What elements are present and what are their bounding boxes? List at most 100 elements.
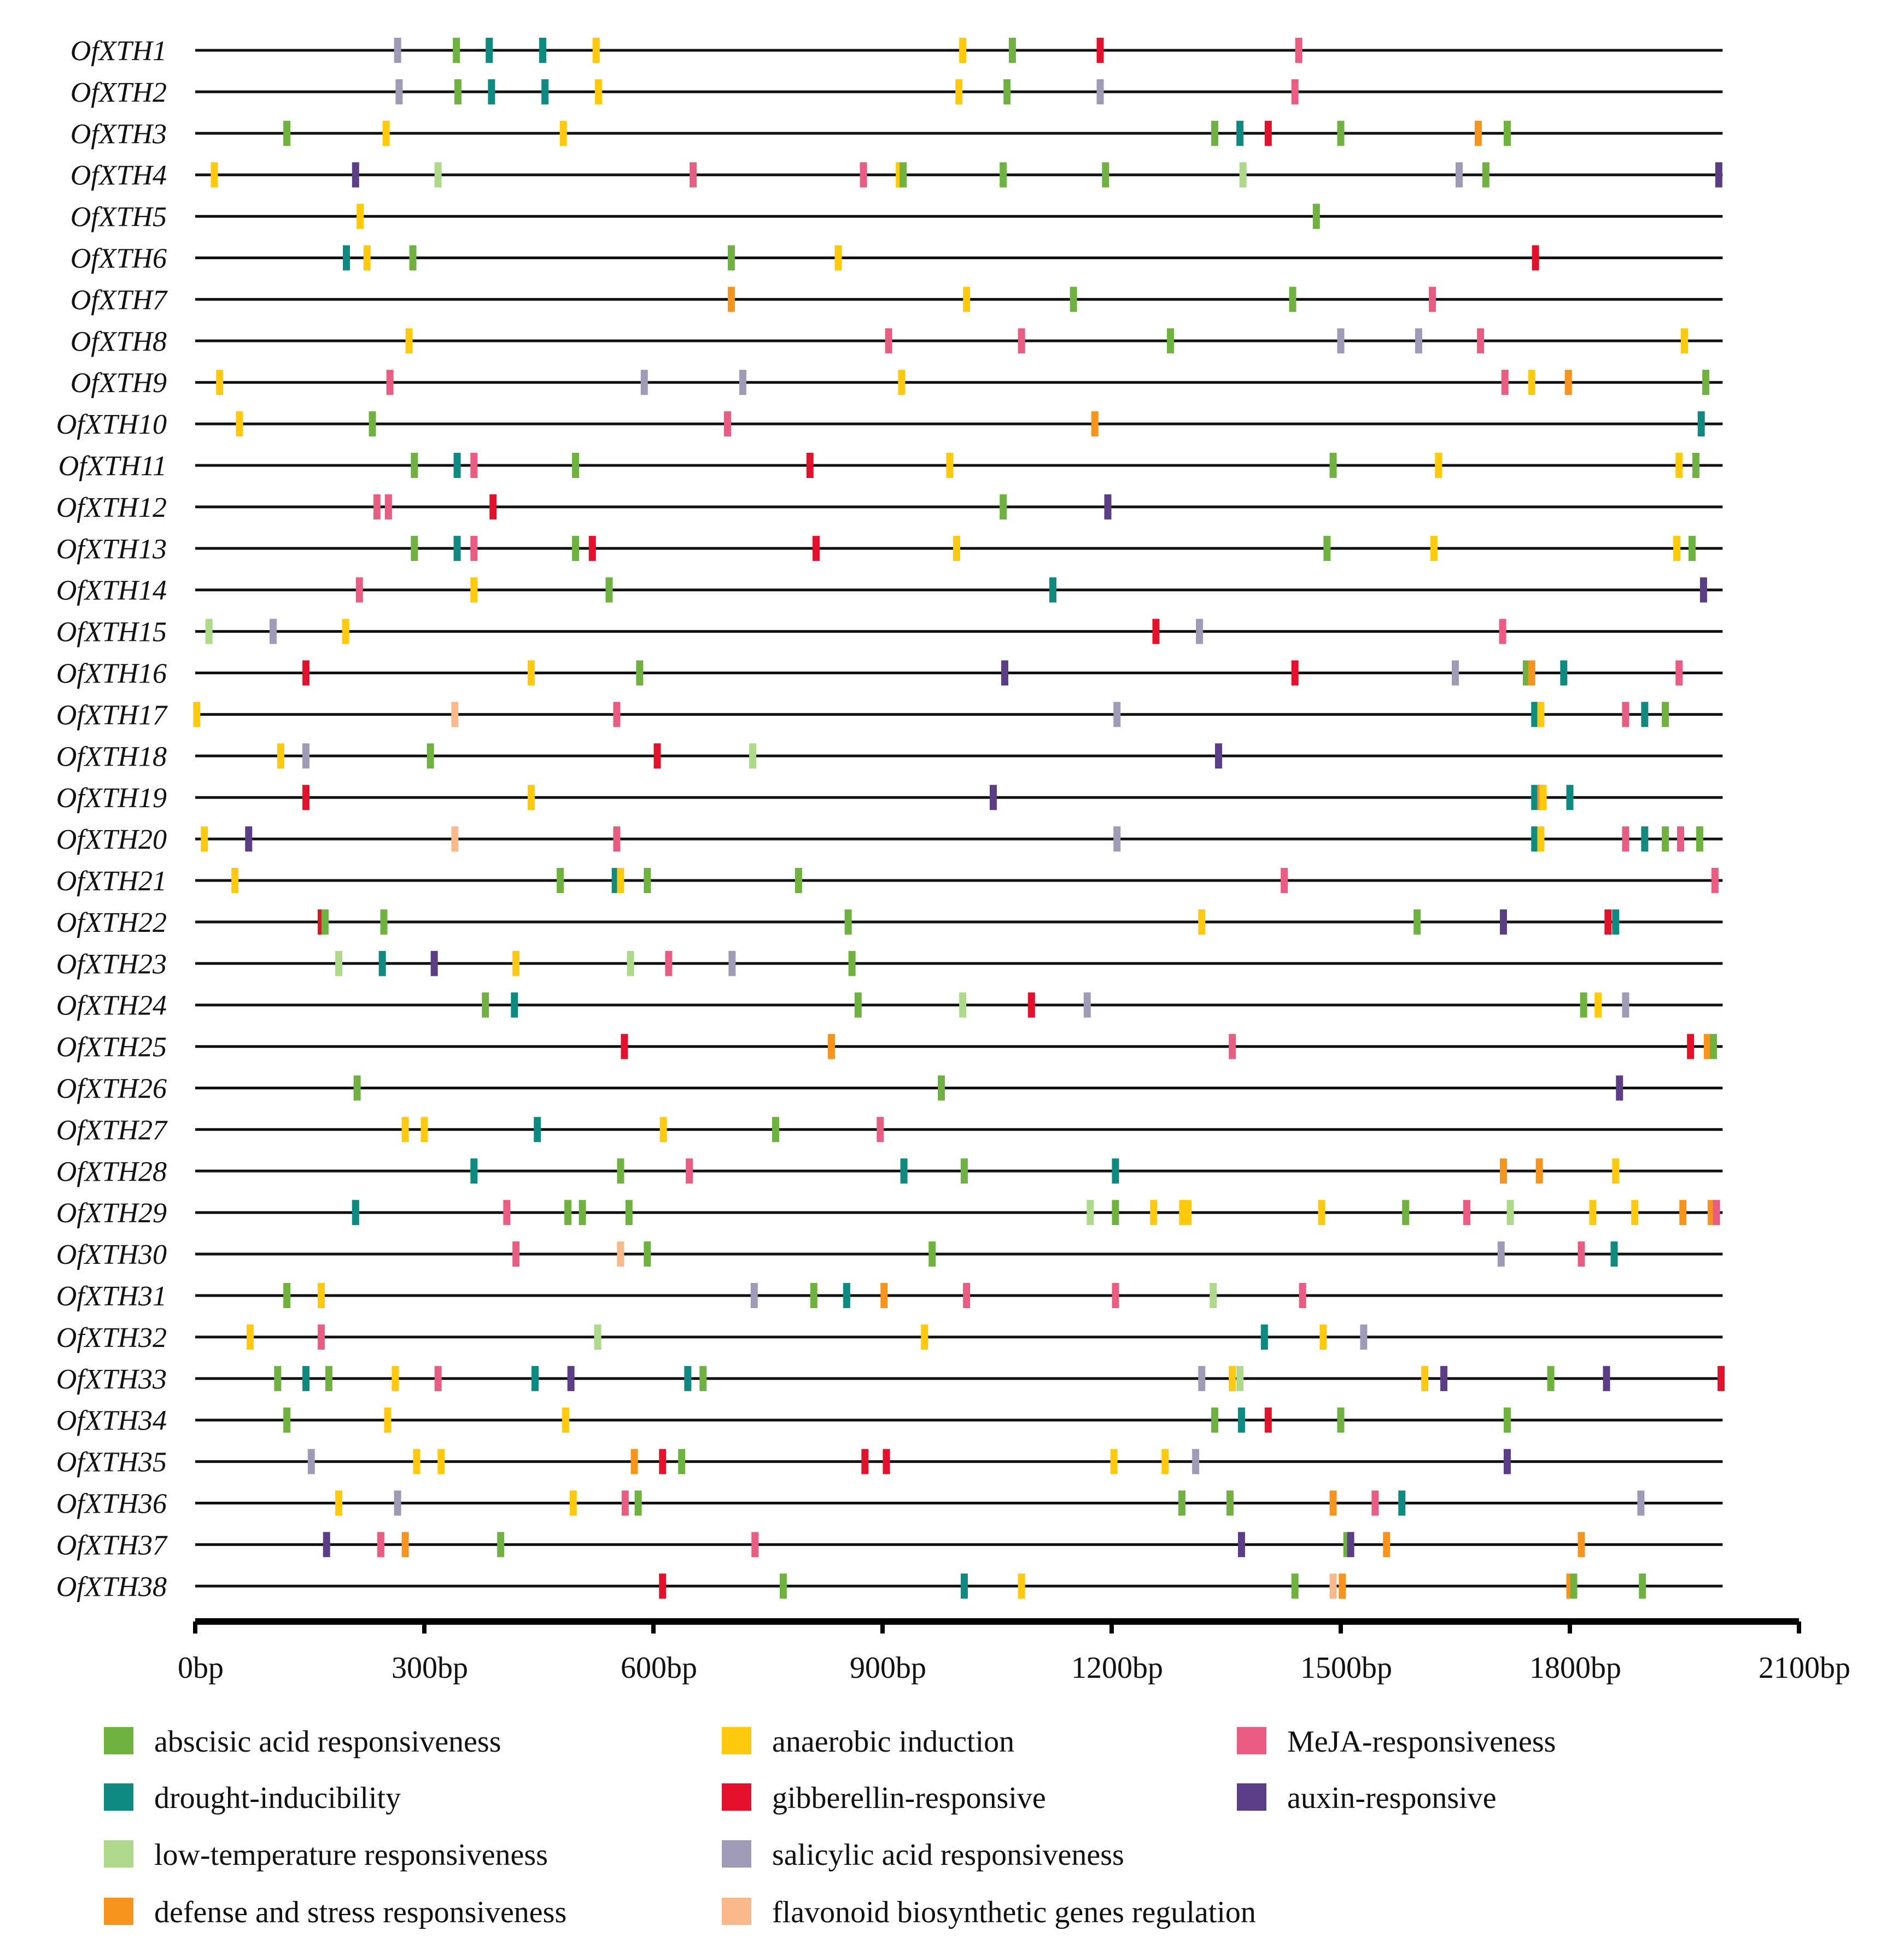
motif-mark — [1531, 826, 1539, 852]
legend-swatch — [722, 1840, 751, 1868]
motif-mark — [617, 1158, 624, 1184]
motif-mark — [1499, 619, 1506, 644]
motif-mark — [1537, 702, 1545, 727]
gene-row: OfXTH18 — [56, 741, 1723, 772]
motif-mark — [394, 1490, 401, 1516]
motif-mark — [659, 1117, 667, 1142]
motif-mark — [373, 494, 381, 520]
motif-mark — [1499, 909, 1507, 935]
motif-mark — [1291, 1573, 1299, 1599]
motif-mark — [411, 453, 418, 478]
legend-item: defense and stress responsiveness — [104, 1895, 566, 1929]
legend-item: drought-inducibility — [104, 1781, 401, 1815]
legend-item: MeJA-responsiveness — [1237, 1725, 1556, 1759]
motif-mark — [1639, 1573, 1646, 1599]
motif-mark — [269, 619, 277, 644]
motif-mark — [497, 1532, 505, 1558]
motif-mark — [211, 162, 218, 188]
motif-mark — [245, 826, 253, 852]
motif-mark — [1086, 1200, 1094, 1226]
gene-row: OfXTH22 — [56, 907, 1723, 938]
gene-label: OfXTH8 — [71, 326, 167, 357]
motif-mark — [277, 743, 284, 769]
gene-label: OfXTH20 — [56, 824, 167, 855]
gene-row: OfXTH10 — [56, 409, 1723, 440]
motif-mark — [405, 328, 413, 354]
x-axis: 0bp 300bp 600bp 900bp 1200bp 1500bp 1800bp 2100… — [178, 1618, 1850, 1685]
motif-mark — [201, 826, 208, 852]
motif-mark — [1566, 785, 1574, 810]
motif-mark — [1604, 909, 1612, 935]
gene-row: OfXTH27 — [56, 1115, 1723, 1146]
motif-mark — [960, 1158, 968, 1184]
motif-mark — [382, 120, 390, 146]
motif-mark — [1594, 992, 1602, 1018]
motif-mark — [335, 950, 343, 976]
motif-mark — [772, 1117, 779, 1142]
motif-mark — [1429, 287, 1436, 312]
motif-mark — [1537, 826, 1545, 852]
motif-mark — [1455, 162, 1463, 188]
motif-mark — [963, 287, 971, 312]
motif-mark — [1560, 660, 1568, 686]
motif-mark — [1702, 370, 1710, 395]
motif-mark — [317, 1283, 325, 1308]
motif-mark — [1688, 535, 1696, 561]
motif-mark — [1000, 494, 1007, 520]
x-tick-label: 0bp — [178, 1651, 224, 1685]
motif-mark — [810, 1283, 817, 1308]
motif-mark — [1281, 868, 1288, 893]
legend-swatch — [722, 1727, 751, 1754]
motif-mark — [834, 245, 842, 271]
motif-mark — [1083, 992, 1091, 1018]
motif-mark — [665, 950, 673, 976]
gene-label: OfXTH37 — [56, 1530, 168, 1561]
motif-mark — [959, 38, 967, 63]
legend-label: MeJA-responsiveness — [1287, 1725, 1556, 1759]
motif-mark — [1622, 702, 1629, 727]
motif-mark — [1531, 785, 1539, 810]
motif-mark — [1622, 826, 1629, 852]
motif-mark — [363, 245, 371, 271]
motif-mark — [946, 453, 954, 478]
motif-mark — [848, 950, 856, 976]
motif-mark — [528, 660, 535, 686]
legend-label: drought-inducibility — [154, 1781, 401, 1815]
legend-label: abscisic acid responsiveness — [154, 1725, 501, 1759]
motif-mark — [1161, 1449, 1169, 1474]
motif-mark — [1295, 38, 1302, 63]
motif-mark — [1631, 1200, 1639, 1226]
motif-mark — [539, 38, 546, 63]
gene-label: OfXTH33 — [56, 1364, 167, 1395]
motif-mark — [928, 1241, 936, 1267]
motif-mark — [1237, 1532, 1245, 1558]
motif-mark — [1711, 868, 1719, 893]
motif-mark — [751, 1532, 759, 1558]
motif-mark — [1570, 1573, 1578, 1599]
motif-mark — [1113, 702, 1121, 727]
gene-label: OfXTH3 — [71, 119, 167, 150]
motif-mark — [512, 950, 520, 976]
motif-mark — [1675, 453, 1683, 478]
gene-row: OfXTH20 — [56, 824, 1723, 855]
motif-mark — [205, 619, 213, 644]
motif-mark — [283, 1407, 291, 1433]
motif-mark — [401, 1117, 409, 1142]
motif-mark — [325, 1366, 332, 1391]
motif-mark — [1260, 1324, 1268, 1350]
motif-mark — [451, 702, 459, 727]
motif-mark — [453, 453, 461, 478]
motif-mark — [1501, 370, 1509, 395]
motif-mark — [723, 411, 731, 437]
motif-mark — [528, 785, 535, 810]
gene-row: OfXTH1 — [71, 36, 1723, 67]
motif-mark — [353, 1075, 361, 1101]
motif-mark — [1474, 120, 1482, 146]
motif-mark — [795, 868, 802, 893]
motif-mark — [1000, 162, 1007, 188]
motif-mark — [1452, 660, 1459, 686]
motif-mark — [1226, 1490, 1234, 1516]
motif-mark — [401, 1532, 409, 1558]
motif-mark — [1503, 120, 1511, 146]
legend-label: gibberellin-responsive — [772, 1781, 1046, 1815]
